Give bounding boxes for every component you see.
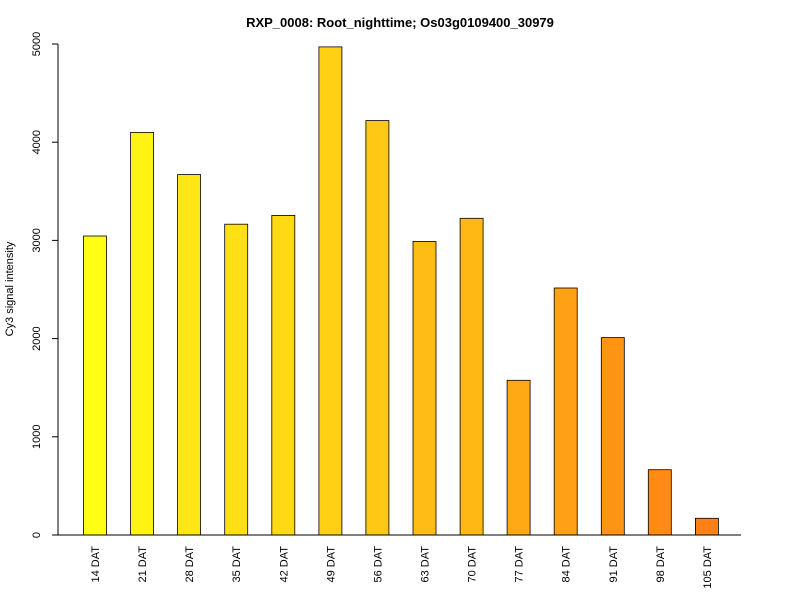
y-tick-label: 4000 (31, 130, 43, 154)
y-tick-label: 3000 (31, 228, 43, 252)
x-tick-label: 28 DAT (184, 546, 196, 583)
bar-35-dat (224, 223, 249, 536)
x-tick-label: 49 DAT (325, 546, 337, 583)
x-tick-label: 14 DAT (90, 546, 102, 583)
y-tick-label: 5000 (31, 32, 43, 56)
x-tick-label: 91 DAT (608, 546, 620, 583)
y-axis: 0 1000 2000 3000 4000 5000 (31, 32, 59, 538)
bar-105-dat (695, 517, 719, 536)
y-axis-label: Cy3 signal intensity (4, 241, 16, 336)
bar-70-dat (459, 217, 484, 536)
bar-84-dat (553, 287, 578, 536)
bar-49-dat (318, 46, 343, 536)
x-tick-label: 42 DAT (278, 546, 290, 583)
bar-91-dat (600, 337, 625, 536)
x-tick-label: 77 DAT (514, 546, 526, 583)
x-tick-label: 21 DAT (137, 546, 149, 583)
y-tick-label: 1000 (31, 425, 43, 449)
bar-21-dat (130, 131, 155, 536)
bar-14-dat (83, 235, 107, 536)
chart-title: RXP_0008: Root_nighttime; Os03g0109400_3… (246, 15, 554, 30)
x-tick-label: 98 DAT (655, 546, 667, 583)
x-axis: 14 DAT 21 DAT 28 DAT 35 DAT 42 DAT 49 DAT 56 D… (58, 534, 741, 589)
x-tick-label: 56 DAT (372, 546, 384, 583)
bar-56-dat (365, 120, 390, 536)
x-tick-label: 105 DAT (702, 546, 714, 589)
bar-63-dat (412, 240, 437, 536)
x-tick-label: 84 DAT (561, 546, 573, 583)
x-tick-label: 70 DAT (467, 546, 479, 583)
y-tick-label: 0 (31, 532, 43, 538)
y-tick-label: 2000 (31, 326, 43, 350)
x-tick-label: 63 DAT (420, 546, 432, 583)
bar-42-dat (271, 214, 296, 536)
bar-77-dat (506, 379, 531, 536)
bars-group (83, 46, 719, 536)
x-tick-label: 35 DAT (231, 546, 243, 583)
bar-28-dat (177, 174, 202, 536)
bar-98-dat (647, 469, 672, 536)
